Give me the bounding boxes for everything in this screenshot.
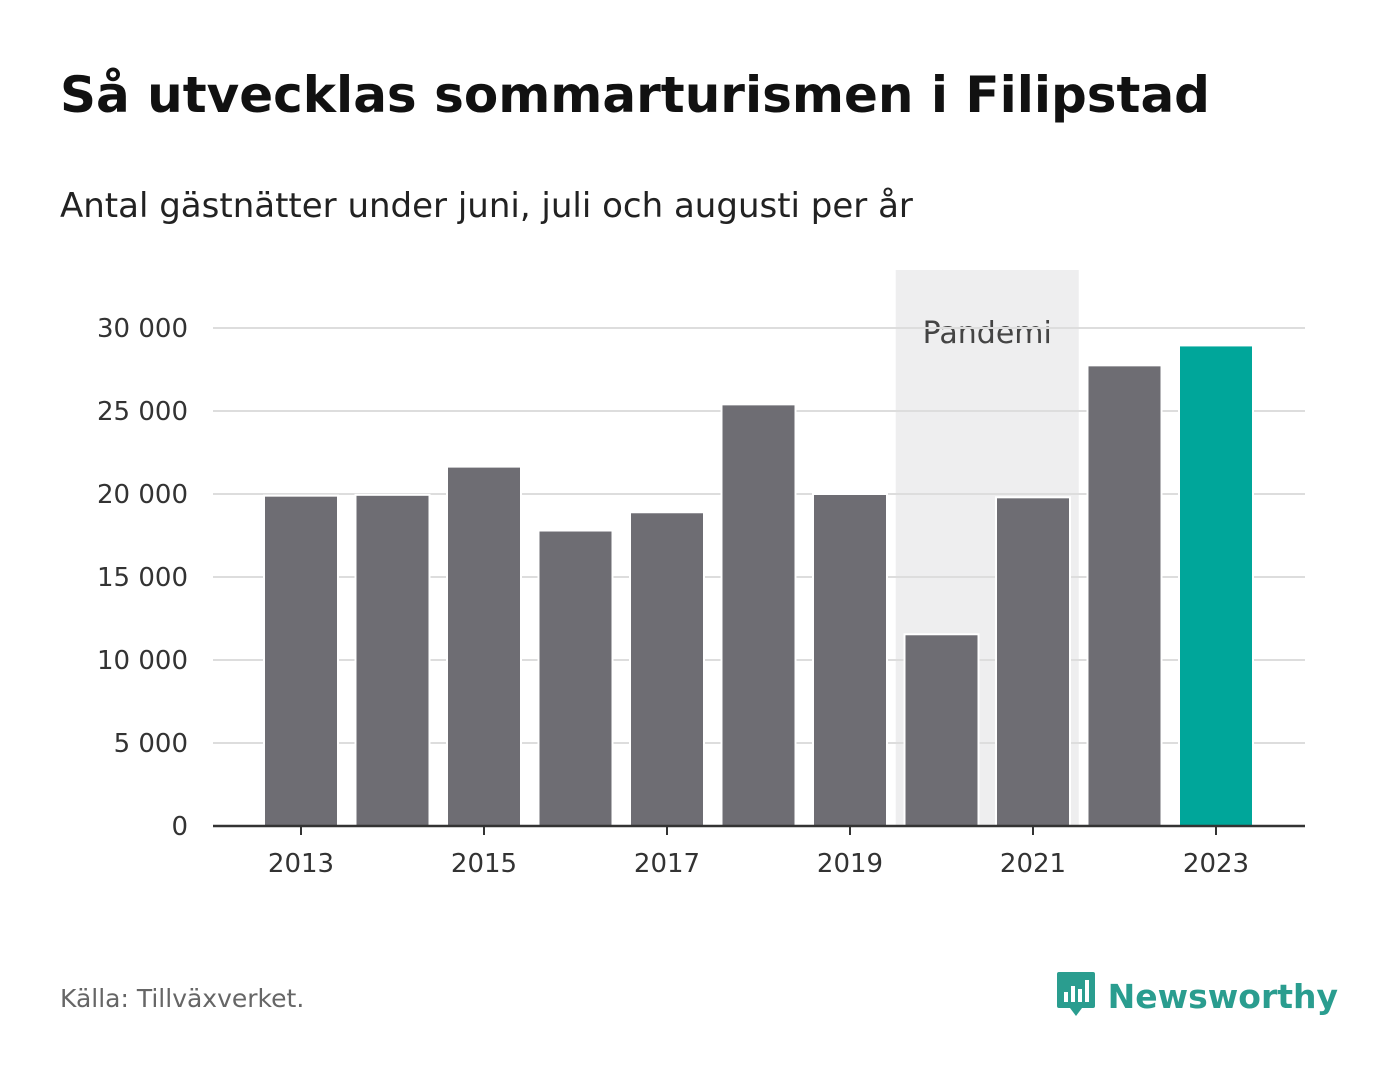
bar-chart-speech-bubble-icon: [1056, 970, 1096, 1022]
bars: [263, 344, 1254, 828]
bar-2015: [446, 465, 522, 828]
source-note: Källa: Tillväxverket.: [60, 984, 305, 1013]
y-tick-label: 25 000: [97, 397, 188, 427]
x-tick-label: 2017: [634, 849, 700, 879]
bar-2013: [263, 494, 339, 827]
bar-chart: Pandemi 0 5 000 10 000 15 000 20 000 25 000 30…: [97, 270, 1305, 879]
x-tick-label: 2015: [451, 849, 517, 879]
bar-2020: [903, 633, 980, 827]
brand-logo: Newsworthy: [1056, 970, 1338, 1022]
y-tick-label: 5 000: [114, 729, 188, 759]
pandemic-band-label: Pandemi: [923, 316, 1052, 351]
y-tick-label: 30 000: [97, 314, 188, 344]
bar-2018: [720, 403, 797, 828]
x-tick-label: 2013: [268, 849, 334, 879]
bar-2023: [1178, 344, 1254, 828]
y-tick-label: 20 000: [97, 480, 188, 510]
x-tick-label: 2019: [817, 849, 883, 879]
bar-2017: [629, 511, 705, 827]
bar-2016: [537, 529, 614, 827]
bar-2022: [1086, 364, 1163, 827]
x-tick-label: 2021: [1000, 849, 1066, 879]
axes: 2013 2015 2017 2019 2021 2023: [213, 824, 1305, 879]
bar-2021: [995, 496, 1071, 827]
bar-2014: [354, 493, 431, 828]
chart-subtitle: Antal gästnätter under juni, juli och au…: [60, 186, 913, 226]
y-tick-label: 15 000: [97, 563, 188, 593]
bar-2019: [812, 493, 888, 827]
y-tick-label: 0: [171, 812, 188, 842]
chart-title: Så utvecklas sommarturismen i Filipstad: [60, 66, 1210, 124]
y-tick-label: 10 000: [97, 646, 188, 676]
brand-name: Newsworthy: [1107, 976, 1338, 1016]
x-tick-label: 2023: [1183, 849, 1249, 879]
